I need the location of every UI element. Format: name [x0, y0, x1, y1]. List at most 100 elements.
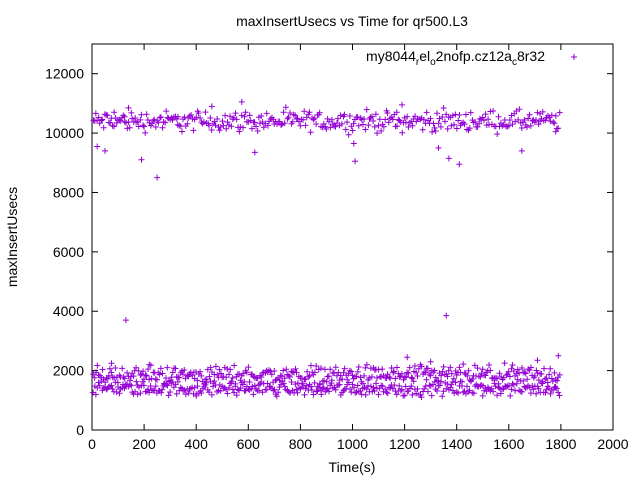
data-point — [138, 111, 145, 118]
x-tick-label: 800 — [289, 436, 313, 452]
data-point — [323, 125, 330, 132]
data-point — [157, 114, 164, 121]
data-point — [494, 375, 501, 382]
data-point — [393, 391, 400, 398]
data-point — [232, 383, 239, 390]
data-point — [140, 376, 147, 383]
data-point-outlier — [518, 147, 525, 154]
data-point — [302, 385, 309, 392]
data-point — [162, 119, 169, 126]
data-point — [434, 110, 441, 117]
data-point — [338, 120, 345, 127]
data-point — [396, 382, 403, 389]
data-point — [95, 379, 102, 386]
data-point — [344, 119, 351, 126]
data-point — [287, 110, 294, 117]
data-point-outlier — [193, 392, 200, 399]
data-point — [317, 381, 324, 388]
data-point — [457, 378, 464, 385]
data-point — [240, 124, 247, 131]
data-point-outlier — [174, 113, 181, 120]
data-point — [294, 115, 301, 122]
data-point — [133, 378, 140, 385]
data-point — [439, 393, 446, 400]
data-point — [455, 117, 462, 124]
data-point — [296, 384, 303, 391]
data-point-outlier — [102, 147, 109, 154]
data-point — [450, 375, 457, 382]
data-point — [413, 369, 420, 376]
data-point — [390, 368, 397, 375]
data-point-outlier — [352, 158, 359, 165]
data-point — [147, 383, 154, 390]
data-point — [258, 373, 265, 380]
data-point — [411, 362, 418, 369]
data-point — [270, 387, 277, 394]
data-point — [105, 372, 112, 379]
data-point — [494, 130, 501, 137]
data-point — [217, 370, 224, 377]
data-point — [197, 368, 204, 375]
data-point-outlier — [121, 113, 128, 120]
data-point — [409, 122, 416, 129]
data-point — [482, 385, 489, 392]
data-point — [429, 128, 436, 135]
data-point — [207, 114, 214, 121]
data-point — [387, 384, 394, 391]
data-point — [153, 376, 160, 383]
data-point-outlier — [122, 317, 129, 324]
data-point — [141, 123, 148, 130]
data-point — [94, 362, 101, 369]
chart-title: maxInsertUsecs vs Time for qr500.L3 — [236, 13, 468, 29]
data-point — [465, 367, 472, 374]
data-point — [496, 370, 503, 377]
y-tick-label: 0 — [76, 422, 84, 438]
data-point — [164, 382, 171, 389]
data-point — [307, 383, 314, 390]
data-point — [516, 106, 523, 113]
data-point — [142, 129, 149, 136]
data-point — [503, 372, 510, 379]
data-point-outlier — [445, 155, 452, 162]
data-point — [211, 378, 218, 385]
data-point — [401, 392, 408, 399]
data-point — [234, 386, 241, 393]
data-point — [448, 122, 455, 129]
data-point — [278, 121, 285, 128]
data-point-outlier — [427, 358, 434, 365]
data-point — [448, 370, 455, 377]
data-point — [357, 374, 364, 381]
data-point — [542, 375, 549, 382]
data-point — [265, 367, 272, 374]
data-point — [386, 373, 393, 380]
data-point — [480, 117, 487, 124]
data-point-outlier — [555, 352, 562, 359]
data-point — [426, 382, 433, 389]
data-point — [308, 386, 315, 393]
data-point — [307, 362, 314, 369]
data-point — [431, 367, 438, 374]
data-point — [391, 382, 398, 389]
data-point — [382, 116, 389, 123]
data-point — [418, 394, 425, 401]
data-point — [164, 364, 171, 371]
data-points — [90, 98, 563, 401]
y-axis-label: maxInsertUsecs — [4, 187, 20, 287]
data-point — [310, 116, 317, 123]
data-point — [518, 388, 525, 395]
data-point — [181, 387, 188, 394]
data-point — [466, 376, 473, 383]
data-point — [211, 118, 218, 125]
data-point — [541, 365, 548, 372]
data-point — [371, 123, 378, 130]
data-point — [228, 379, 235, 386]
data-point — [385, 119, 392, 126]
data-point — [327, 366, 334, 373]
data-point — [401, 374, 408, 381]
data-point — [285, 372, 292, 379]
data-point — [227, 380, 234, 387]
data-point — [456, 364, 463, 371]
data-point — [526, 367, 533, 374]
data-point — [496, 123, 503, 130]
data-point — [424, 365, 431, 372]
